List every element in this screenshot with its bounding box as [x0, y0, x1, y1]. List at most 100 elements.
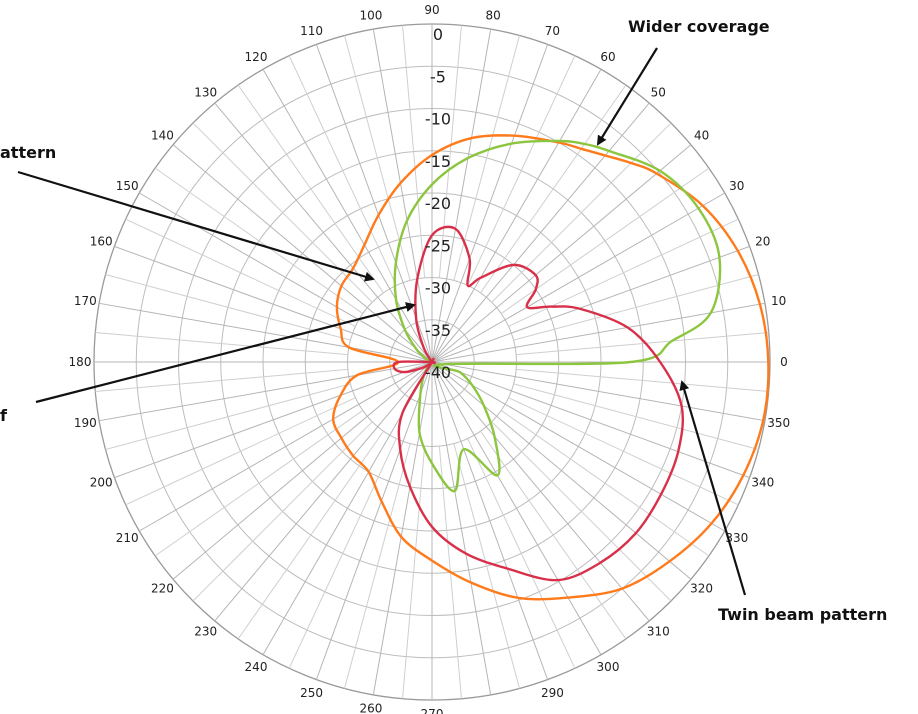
spoke-gridline: [114, 245, 433, 363]
angle-tick-label: 340: [751, 475, 774, 489]
callout-label: Wider coverage: [628, 17, 770, 36]
angle-tick-label: 0: [780, 355, 788, 369]
angle-tick-label: 10: [771, 294, 786, 308]
spoke-gridline: [431, 361, 692, 580]
spoke-gridline: [125, 218, 356, 327]
spoke-gridline: [431, 144, 692, 363]
angle-tick-label: 40: [694, 129, 709, 143]
angle-tick-label: 200: [90, 475, 113, 489]
spoke-gridline: [431, 245, 750, 363]
spoke-gridline: [154, 167, 364, 314]
angle-tick-label: 30: [729, 179, 744, 193]
spoke-gridline: [172, 144, 433, 363]
angle-tick-label: 20: [755, 235, 770, 249]
angle-tick-label: 90: [424, 3, 439, 17]
angle-tick-label: 300: [597, 660, 620, 674]
spoke-gridline: [513, 383, 759, 450]
angle-tick-label: 230: [194, 625, 217, 639]
angle-tick-label: 160: [90, 235, 113, 249]
angle-tick-label: 330: [725, 531, 748, 545]
series-line-1: [331, 134, 770, 601]
spoke-gridline: [95, 368, 348, 392]
spoke-gridline: [237, 84, 384, 294]
spoke-gridline: [431, 361, 750, 479]
series-line-3: [392, 225, 685, 582]
spoke-gridline: [491, 122, 672, 303]
spoke-gridline: [154, 410, 364, 557]
spoke-gridline: [99, 361, 433, 422]
spoke-gridline: [453, 443, 520, 689]
spoke-gridline: [453, 35, 520, 281]
spoke-gridline: [508, 218, 739, 327]
spoke-gridline: [431, 29, 492, 363]
angle-tick-label: 180: [69, 355, 92, 369]
spoke-gridline: [372, 29, 433, 363]
spoke-gridline: [513, 274, 759, 341]
angle-tick-label: 310: [647, 625, 670, 639]
spoke-gridline: [95, 332, 348, 356]
ring-tick-label: -10: [425, 110, 451, 129]
angle-tick-label: 100: [359, 8, 382, 22]
spoke-gridline: [431, 361, 549, 680]
spoke-gridline: [402, 25, 426, 278]
angle-tick-label: 240: [245, 660, 268, 674]
spoke-gridline: [438, 25, 462, 278]
spoke-gridline: [372, 361, 433, 695]
callout-arrow: [17, 170, 375, 282]
angle-tick-label: 210: [116, 531, 139, 545]
spoke-gridline: [344, 443, 411, 689]
angle-tick-label: 150: [116, 179, 139, 193]
spoke-gridline: [192, 421, 373, 602]
angle-tick-label: 290: [541, 686, 564, 700]
spoke-gridline: [431, 102, 650, 363]
series-group: [331, 134, 770, 601]
spoke-gridline: [431, 44, 549, 363]
angle-tick-label: 220: [151, 581, 174, 595]
angle-tick-label: 70: [545, 24, 560, 38]
angle-tick-label: 120: [245, 50, 268, 64]
angle-tick-label: 320: [690, 581, 713, 595]
spoke-gridline: [214, 102, 433, 363]
angle-tick-label: 140: [151, 129, 174, 143]
angle-labels: 0 10 20 30 40 50 60 70 80 90 100 110 120 130 140 150 160…: [69, 3, 791, 714]
spoke-gridline: [431, 361, 492, 695]
spoke-gridline: [105, 383, 351, 450]
spoke-gridline: [288, 438, 397, 669]
callout-arrow: [679, 380, 747, 596]
ring-tick-label: -20: [425, 194, 451, 213]
ring-tick-label: -30: [425, 279, 451, 298]
angle-tick-label: 250: [300, 686, 323, 700]
spoke-gridline: [480, 430, 627, 640]
spoke-gridline: [516, 332, 769, 356]
ring-tick-label: -40: [425, 363, 451, 382]
angle-tick-label: 350: [767, 416, 790, 430]
callout-arrow: [35, 302, 416, 404]
angle-tick-label: 260: [359, 702, 382, 714]
angle-tick-label: 190: [74, 416, 97, 430]
spoke-gridline: [105, 274, 351, 341]
spoke-gridline: [431, 361, 765, 422]
spoke-gridline: [500, 167, 710, 314]
spoke-gridline: [139, 361, 433, 532]
ring-tick-label: 0: [433, 25, 443, 44]
angle-tick-label: 110: [300, 24, 323, 38]
callout-label: attern: [0, 143, 56, 162]
spoke-gridline: [262, 69, 433, 363]
callout-arrow: [596, 47, 658, 146]
ring-tick-label: -35: [425, 321, 451, 340]
spoke-gridline: [431, 361, 725, 532]
spoke-gridline: [467, 55, 576, 286]
spoke-gridline: [139, 192, 433, 363]
spoke-gridline: [114, 361, 433, 479]
spoke-gridline: [172, 361, 433, 580]
callout-label: Twin beam pattern: [718, 605, 887, 624]
spoke-gridline: [402, 446, 426, 699]
spoke-gridline: [315, 361, 433, 680]
angle-tick-label: 130: [194, 85, 217, 99]
spoke-gridline: [480, 84, 627, 294]
spoke-gridline: [431, 192, 725, 363]
callouts: Wider coverage attern f Twin beam pattern: [0, 17, 887, 624]
spoke-gridline: [431, 69, 602, 363]
angle-tick-label: 50: [651, 85, 666, 99]
